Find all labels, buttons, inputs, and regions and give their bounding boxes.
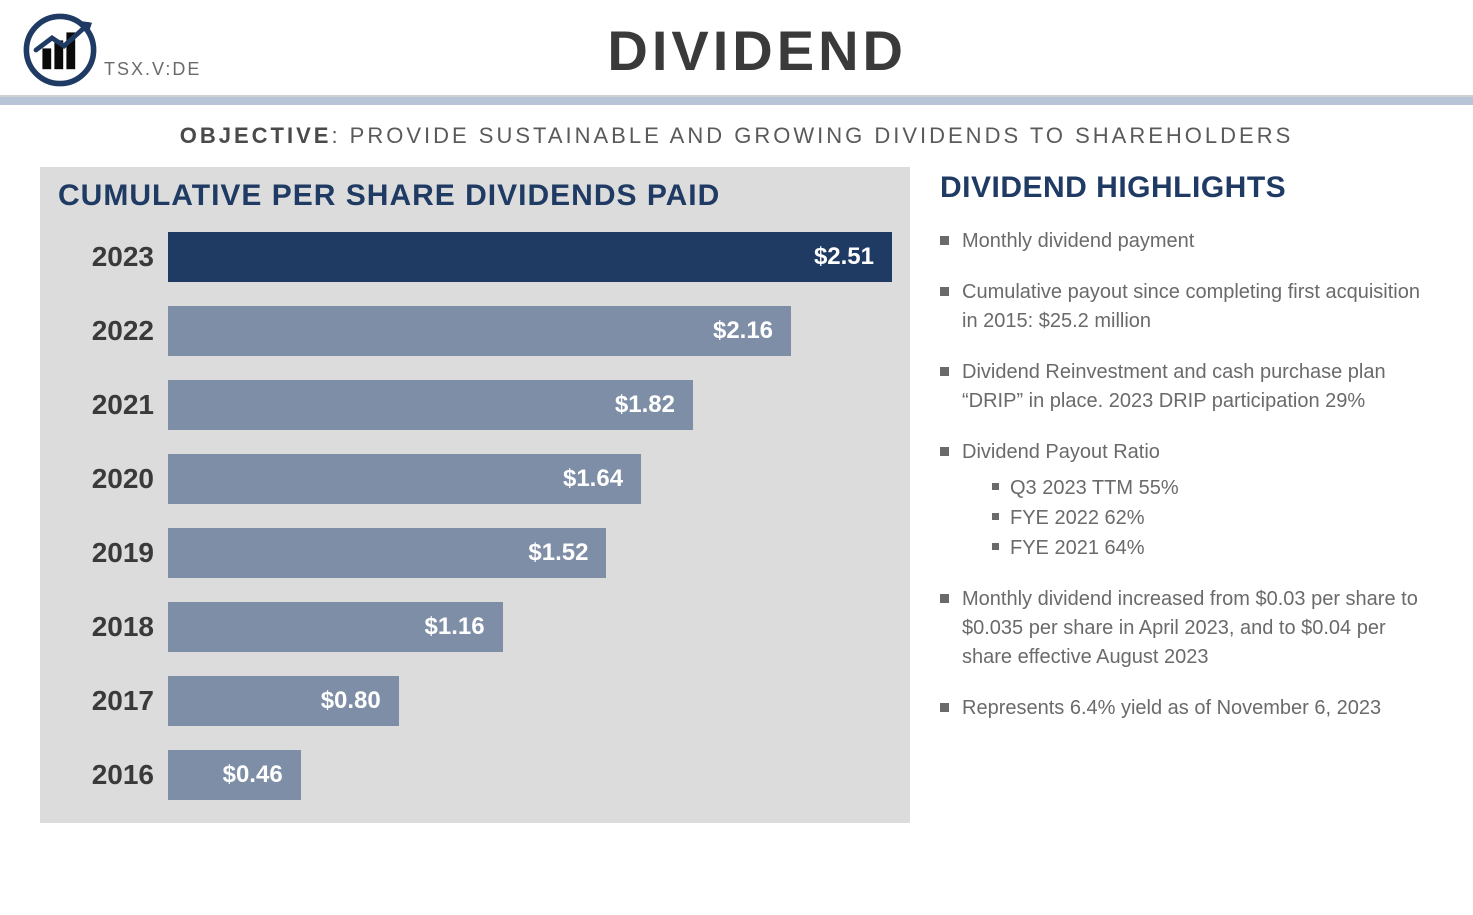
divider-line [0, 97, 1473, 105]
bar-track: $1.82 [168, 380, 892, 430]
highlight-item: Dividend Payout RatioQ3 2023 TTM 55%FYE … [940, 438, 1433, 563]
objective-label: OBJECTIVE [180, 123, 332, 148]
page: TSX.V:DE DIVIDEND OBJECTIVE: PROVIDE SUS… [0, 0, 1473, 823]
highlight-subitem: FYE 2022 62% [992, 503, 1433, 533]
bar-value-label: $1.16 [425, 613, 485, 641]
bar-track: $1.16 [168, 602, 892, 652]
bar-track: $0.80 [168, 676, 892, 726]
bar-value-label: $0.46 [223, 761, 283, 789]
highlight-item: Dividend Reinvestment and cash purchase … [940, 358, 1433, 416]
highlight-text: Monthly dividend payment [962, 230, 1194, 252]
bar: $0.80 [168, 676, 399, 726]
highlight-text: Represents 6.4% yield as of November 6, … [962, 697, 1381, 719]
bar: $1.64 [168, 454, 641, 504]
bar-track: $1.52 [168, 528, 892, 578]
bar: $1.52 [168, 528, 606, 578]
bar-track: $1.64 [168, 454, 892, 504]
highlight-text: Dividend Reinvestment and cash purchase … [962, 361, 1386, 412]
highlight-text: Monthly dividend increased from $0.03 pe… [962, 588, 1418, 668]
bar: $0.46 [168, 750, 301, 800]
bar-row: 2020 $1.64 [58, 449, 892, 509]
bar-track: $2.51 [168, 232, 892, 282]
bar-track: $2.16 [168, 306, 892, 356]
year-label: 2023 [58, 241, 168, 273]
highlights-list: Monthly dividend payment Cumulative payou… [940, 227, 1433, 723]
bar-value-label: $2.51 [814, 243, 874, 271]
bar-value-label: $1.64 [563, 465, 623, 493]
bar-value-label: $0.80 [321, 687, 381, 715]
logo-icon [20, 10, 100, 90]
year-label: 2018 [58, 611, 168, 643]
year-label: 2021 [58, 389, 168, 421]
bar: $1.82 [168, 380, 693, 430]
bar-value-label: $1.82 [615, 391, 675, 419]
year-label: 2020 [58, 463, 168, 495]
highlight-item: Represents 6.4% yield as of November 6, … [940, 694, 1433, 723]
highlight-subitem: FYE 2021 64% [992, 533, 1433, 563]
objective: OBJECTIVE: PROVIDE SUSTAINABLE AND GROWI… [0, 105, 1473, 167]
highlight-item: Monthly dividend payment [940, 227, 1433, 256]
year-label: 2022 [58, 315, 168, 347]
ticker-label: TSX.V:DE [104, 59, 201, 80]
highlight-sublist: Q3 2023 TTM 55%FYE 2022 62%FYE 2021 64% [992, 473, 1433, 563]
bar: $1.16 [168, 602, 503, 652]
chart-panel: CUMULATIVE PER SHARE DIVIDENDS PAID 2023… [40, 167, 910, 823]
bar: $2.16 [168, 306, 791, 356]
year-label: 2016 [58, 759, 168, 791]
page-title: DIVIDEND [201, 18, 1313, 83]
highlight-text: Cumulative payout since completing first… [962, 281, 1420, 332]
logo-wrap: TSX.V:DE [20, 10, 201, 90]
bar-value-label: $2.16 [713, 317, 773, 345]
highlight-item: Monthly dividend increased from $0.03 pe… [940, 585, 1433, 672]
header: TSX.V:DE DIVIDEND [0, 0, 1473, 97]
highlights-panel: DIVIDEND HIGHLIGHTS Monthly dividend pay… [940, 167, 1433, 823]
content: CUMULATIVE PER SHARE DIVIDENDS PAID 2023… [0, 167, 1473, 823]
highlight-text: Dividend Payout Ratio [962, 441, 1160, 463]
objective-text: : PROVIDE SUSTAINABLE AND GROWING DIVIDE… [331, 123, 1293, 148]
bar-row: 2017 $0.80 [58, 671, 892, 731]
year-label: 2017 [58, 685, 168, 717]
bar-row: 2023 $2.51 [58, 227, 892, 287]
bar: $2.51 [168, 232, 892, 282]
bar-value-label: $1.52 [528, 539, 588, 567]
highlight-subitem: Q3 2023 TTM 55% [992, 473, 1433, 503]
bar-row: 2021 $1.82 [58, 375, 892, 435]
chart-title: CUMULATIVE PER SHARE DIVIDENDS PAID [58, 179, 892, 213]
bar-chart: 2023 $2.51 2022 $2.16 2021 $1.82 2020 $1.64 2019… [58, 227, 892, 805]
bar-row: 2019 $1.52 [58, 523, 892, 583]
bar-row: 2022 $2.16 [58, 301, 892, 361]
highlights-title: DIVIDEND HIGHLIGHTS [940, 171, 1433, 205]
highlight-item: Cumulative payout since completing first… [940, 278, 1433, 336]
bar-track: $0.46 [168, 750, 892, 800]
year-label: 2019 [58, 537, 168, 569]
bar-row: 2016 $0.46 [58, 745, 892, 805]
bar-row: 2018 $1.16 [58, 597, 892, 657]
